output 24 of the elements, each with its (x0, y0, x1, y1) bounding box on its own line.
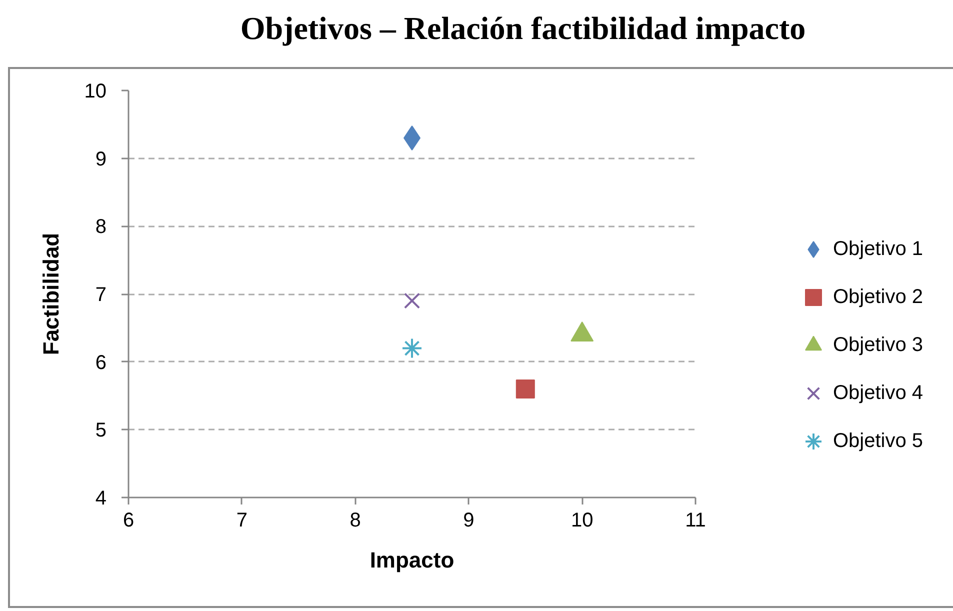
point (402, 338, 422, 359)
y-tick-label: 7 (95, 284, 106, 306)
legend-label: Objetivo 5 (833, 430, 924, 452)
legend-label: Objetivo 4 (833, 382, 924, 404)
y-tick-label: 10 (84, 80, 107, 102)
legend-label: Objetivo 1 (833, 238, 924, 260)
x-tick-label: 7 (236, 510, 248, 532)
y-tick-label: 9 (95, 148, 106, 170)
chart-title: Objetivos – Relación factibilidad impacto (240, 9, 806, 48)
legend-label: Objetivo 3 (833, 334, 924, 356)
x-tick-label: 11 (685, 510, 706, 532)
point (404, 292, 420, 309)
x-axis-title: Impacto (370, 548, 454, 572)
y-tick-label: 8 (95, 216, 106, 238)
x-tick-label: 10 (570, 510, 594, 532)
y-tick-label: 6 (95, 352, 106, 374)
legend-label: Objetivo 2 (833, 286, 924, 308)
y-tick-label: 5 (95, 420, 106, 442)
point (516, 379, 535, 398)
y-axis-title: Factibilidad (38, 232, 64, 356)
x-tick-label: 8 (350, 510, 361, 532)
y-tick-label: 4 (95, 488, 106, 510)
x-tick-label: 9 (463, 510, 474, 532)
x-tick-label: 6 (122, 510, 134, 532)
